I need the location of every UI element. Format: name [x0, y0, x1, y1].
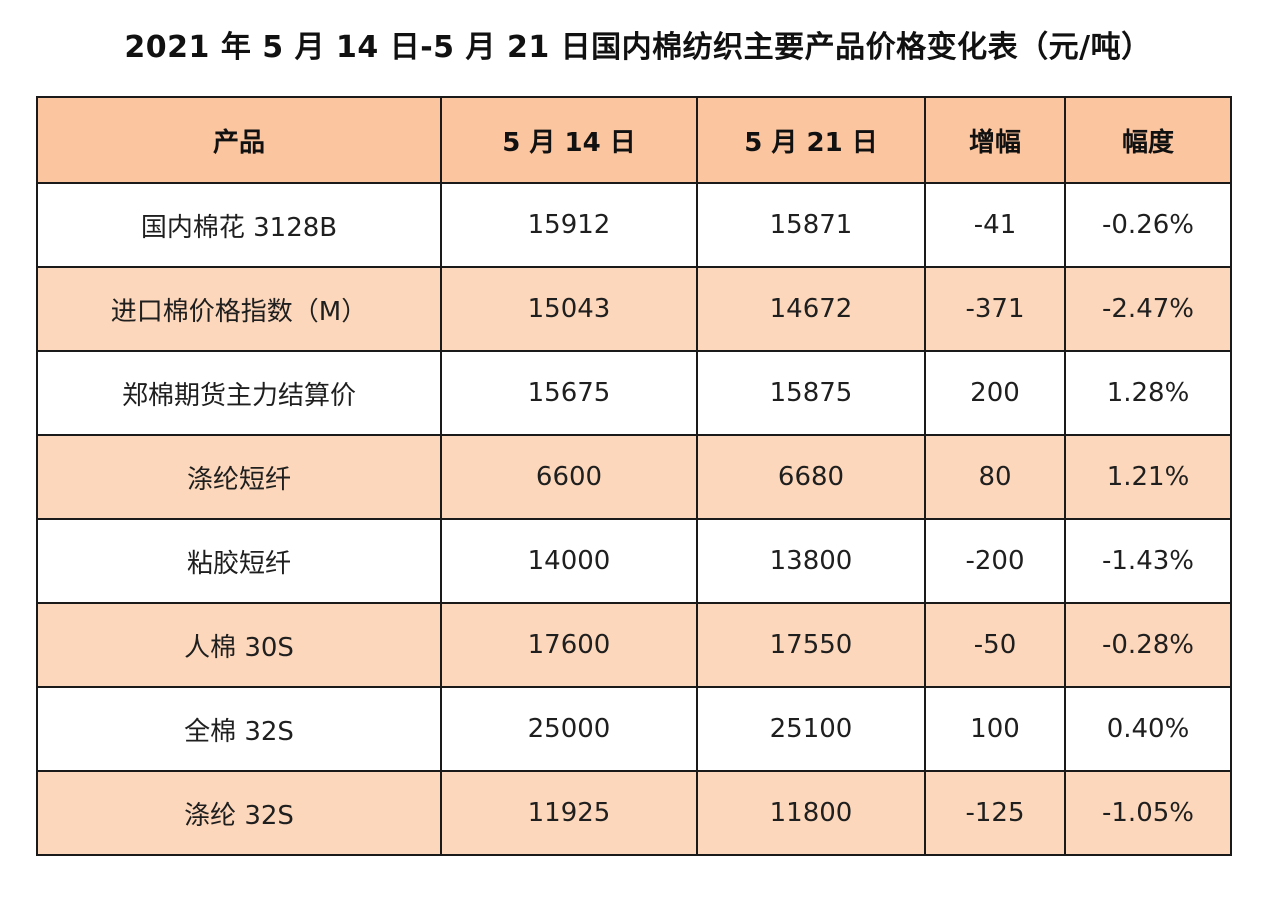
- table-row: 粘胶短纤 14000 13800 -200 -1.43%: [36, 518, 1232, 604]
- change-pct-cell: -1.43%: [1064, 518, 1232, 604]
- product-cell: 国内棉花 3128B: [36, 182, 442, 268]
- price-may-21-cell: 14672: [696, 266, 926, 352]
- change-cell: 80: [924, 434, 1066, 520]
- price-may-21-cell: 6680: [696, 434, 926, 520]
- header-may-14: 5 月 14 日: [440, 96, 698, 184]
- header-product: 产品: [36, 96, 442, 184]
- price-may-14-cell: 15043: [440, 266, 698, 352]
- product-cell: 涤纶短纤: [36, 434, 442, 520]
- product-cell: 涤纶 32S: [36, 770, 442, 856]
- price-may-14-cell: 14000: [440, 518, 698, 604]
- price-may-21-cell: 17550: [696, 602, 926, 688]
- price-change-table: 产品 5 月 14 日 5 月 21 日 增幅 幅度 国内棉花 3128B 15…: [36, 96, 1232, 856]
- table-row: 人棉 30S 17600 17550 -50 -0.28%: [36, 602, 1232, 688]
- product-cell: 郑棉期货主力结算价: [36, 350, 442, 436]
- table-header-row: 产品 5 月 14 日 5 月 21 日 增幅 幅度: [36, 96, 1232, 184]
- change-pct-cell: -0.26%: [1064, 182, 1232, 268]
- change-cell: -200: [924, 518, 1066, 604]
- price-may-21-cell: 15871: [696, 182, 926, 268]
- change-pct-cell: -2.47%: [1064, 266, 1232, 352]
- change-cell: -50: [924, 602, 1066, 688]
- price-may-21-cell: 25100: [696, 686, 926, 772]
- price-may-14-cell: 17600: [440, 602, 698, 688]
- change-pct-cell: -1.05%: [1064, 770, 1232, 856]
- table-row: 进口棉价格指数（M） 15043 14672 -371 -2.47%: [36, 266, 1232, 352]
- table-row: 涤纶 32S 11925 11800 -125 -1.05%: [36, 770, 1232, 856]
- header-change: 增幅: [924, 96, 1066, 184]
- price-may-21-cell: 13800: [696, 518, 926, 604]
- change-pct-cell: 1.28%: [1064, 350, 1232, 436]
- table-row: 国内棉花 3128B 15912 15871 -41 -0.26%: [36, 182, 1232, 268]
- price-may-21-cell: 11800: [696, 770, 926, 856]
- page-title: 2021 年 5 月 14 日-5 月 21 日国内棉纺织主要产品价格变化表（元…: [124, 30, 1152, 65]
- change-cell: -41: [924, 182, 1066, 268]
- change-cell: -371: [924, 266, 1066, 352]
- product-cell: 进口棉价格指数（M）: [36, 266, 442, 352]
- change-cell: 200: [924, 350, 1066, 436]
- change-pct-cell: 1.21%: [1064, 434, 1232, 520]
- price-may-21-cell: 15875: [696, 350, 926, 436]
- header-may-21: 5 月 21 日: [696, 96, 926, 184]
- product-cell: 全棉 32S: [36, 686, 442, 772]
- change-pct-cell: -0.28%: [1064, 602, 1232, 688]
- product-cell: 人棉 30S: [36, 602, 442, 688]
- header-change-pct: 幅度: [1064, 96, 1232, 184]
- change-cell: 100: [924, 686, 1066, 772]
- price-may-14-cell: 25000: [440, 686, 698, 772]
- change-pct-cell: 0.40%: [1064, 686, 1232, 772]
- change-cell: -125: [924, 770, 1066, 856]
- price-may-14-cell: 15912: [440, 182, 698, 268]
- product-cell: 粘胶短纤: [36, 518, 442, 604]
- table-row: 郑棉期货主力结算价 15675 15875 200 1.28%: [36, 350, 1232, 436]
- table-row: 涤纶短纤 6600 6680 80 1.21%: [36, 434, 1232, 520]
- table-row: 全棉 32S 25000 25100 100 0.40%: [36, 686, 1232, 772]
- price-may-14-cell: 11925: [440, 770, 698, 856]
- price-may-14-cell: 6600: [440, 434, 698, 520]
- price-may-14-cell: 15675: [440, 350, 698, 436]
